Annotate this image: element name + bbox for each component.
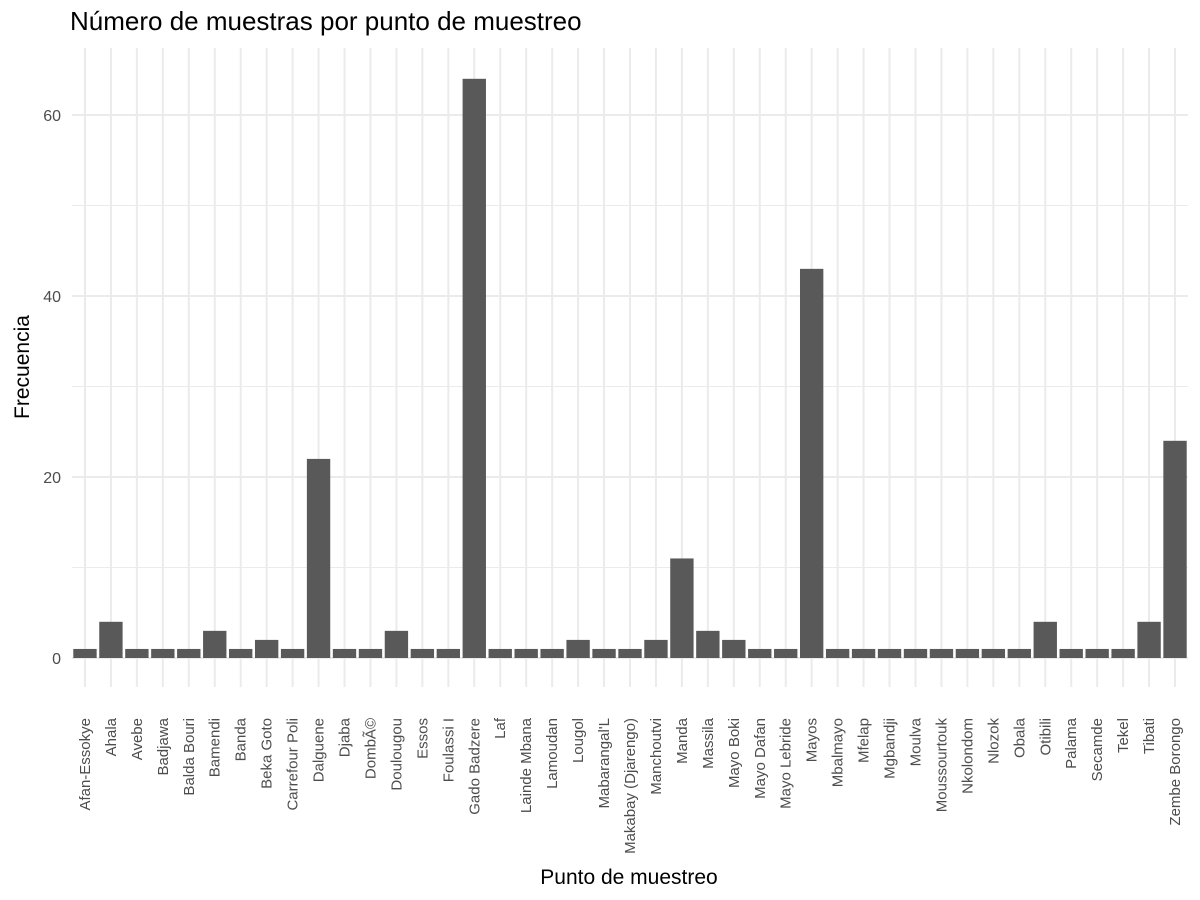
bar <box>540 648 564 658</box>
x-tick-label: Doulougou <box>388 718 405 791</box>
x-tick-label: DombÃ© <box>362 718 379 779</box>
bar <box>748 648 772 658</box>
bar <box>825 648 850 658</box>
bar <box>151 648 175 658</box>
x-tick-label: Mayo Dafan <box>752 718 769 799</box>
bar <box>73 648 97 658</box>
bar <box>1111 648 1135 658</box>
x-tick-label: Beka Goto <box>259 718 276 789</box>
x-tick-label: Manchoutvi <box>648 718 665 795</box>
x-tick-label: Balda Bouri <box>181 718 198 796</box>
x-tick-label: Mfelap <box>856 718 873 763</box>
x-tick-label: Palama <box>1063 717 1080 769</box>
bar <box>981 648 1006 658</box>
bar <box>774 648 798 658</box>
x-tick-label: Lougol <box>570 718 587 763</box>
bar <box>903 648 928 658</box>
bar <box>280 648 305 658</box>
bar <box>618 648 642 658</box>
y-tick-label: 20 <box>43 470 61 487</box>
bar <box>722 639 746 658</box>
bar <box>1033 621 1057 658</box>
bar <box>696 630 720 658</box>
x-tick-label: Mabarangal'L <box>596 718 613 808</box>
x-tick-label: Bamendi <box>207 718 224 777</box>
y-axis-label: Frecuencia <box>11 315 34 419</box>
bar <box>488 648 512 658</box>
x-tick-label: Lamoudan <box>544 718 561 789</box>
x-tick-label: Badjawa <box>155 717 172 775</box>
x-tick-label: Mgbandji <box>882 718 899 779</box>
bar <box>1137 621 1161 658</box>
bar <box>877 648 902 658</box>
x-tick-label: Manda <box>674 717 691 764</box>
x-tick-labels: Afan-Essokye Ahala Avebe Badjawa Balda Bouri… <box>77 717 1184 854</box>
x-tick-label: Lainde Mbana <box>518 717 535 813</box>
bar <box>929 648 954 658</box>
bar <box>1007 648 1031 658</box>
x-tick-label: Nlozok <box>985 718 1002 764</box>
bar <box>670 558 694 658</box>
x-tick-label: Makabay (Djarengo) <box>622 718 639 854</box>
x-tick-label: Mbalmayo <box>830 718 847 787</box>
bars <box>73 78 1187 659</box>
x-tick-label: Zembe Borongo <box>1167 718 1184 826</box>
bar <box>410 648 435 658</box>
y-tick-labels: 0 20 40 60 <box>43 108 61 668</box>
bar <box>1163 440 1187 658</box>
bar <box>566 639 590 658</box>
x-tick-label: Ahala <box>103 717 120 756</box>
x-tick-label: Foulassi I <box>440 718 457 782</box>
bar <box>436 648 461 658</box>
x-tick-label: Massila <box>700 717 717 769</box>
x-tick-label: Djaba <box>337 717 354 757</box>
x-tick-label: Avebe <box>129 718 146 760</box>
y-tick-label: 60 <box>43 108 61 125</box>
x-tick-label: Tibati <box>1141 718 1158 754</box>
x-tick-label: Mayos <box>804 718 821 762</box>
x-tick-label: Nkolondom <box>959 718 976 794</box>
x-tick-label: Moussourtouk <box>933 718 950 813</box>
x-tick-label: Laf <box>492 717 509 739</box>
bar <box>1085 648 1109 658</box>
bar <box>99 621 123 658</box>
bar <box>514 648 538 658</box>
bar <box>203 630 227 658</box>
x-tick-label: Moulva <box>907 717 924 766</box>
x-tick-label: Gado Badzere <box>466 718 483 815</box>
x-tick-label: Banda <box>233 717 250 761</box>
x-tick-label: Obala <box>1011 717 1028 758</box>
x-tick-label: Mayo Lebride <box>778 718 795 809</box>
bar <box>592 648 616 658</box>
bar <box>384 630 409 658</box>
x-tick-label: Secamde <box>1089 718 1106 781</box>
bar <box>1059 648 1083 658</box>
bar <box>358 648 383 658</box>
bar <box>177 648 201 658</box>
bar <box>851 648 876 658</box>
x-tick-label: Otibili <box>1037 718 1054 756</box>
bar <box>955 648 980 658</box>
bar <box>229 648 253 658</box>
x-tick-label: Essos <box>414 718 431 759</box>
y-tick-label: 40 <box>43 289 61 306</box>
bar <box>332 648 357 658</box>
x-tick-label: Dalguene <box>311 718 328 782</box>
x-tick-label: Carrefour Poli <box>285 718 302 811</box>
bar <box>306 458 331 658</box>
chart-title: Número de muestras por punto de muestreo <box>70 6 582 36</box>
x-tick-label: Mayo Boki <box>726 718 743 788</box>
x-tick-label: Afan-Essokye <box>77 718 94 811</box>
bar <box>462 78 486 659</box>
x-axis-label: Punto de muestreo <box>540 866 717 889</box>
y-tick-label: 0 <box>52 651 61 668</box>
grid-lines <box>72 48 1188 687</box>
bar <box>644 639 668 658</box>
bar <box>254 639 279 658</box>
bar <box>799 268 824 658</box>
x-tick-label: Tekel <box>1115 718 1132 753</box>
bar <box>125 648 149 658</box>
